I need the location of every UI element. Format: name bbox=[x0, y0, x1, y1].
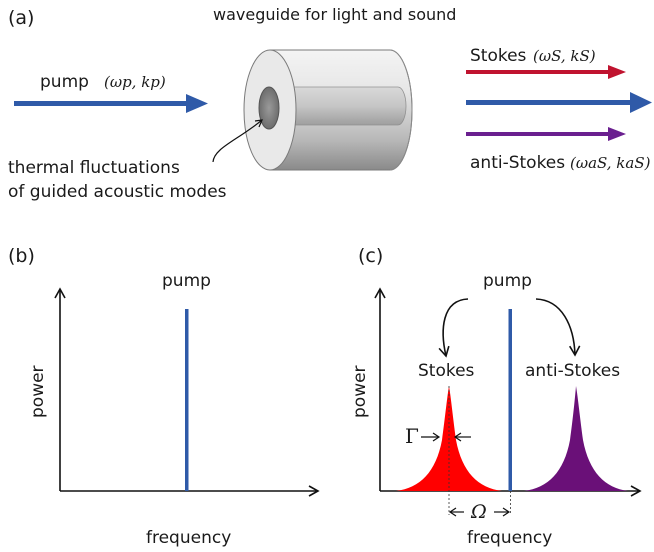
stokes-arrow bbox=[466, 65, 626, 79]
ylabel-b: power bbox=[28, 365, 48, 418]
omega-arrows bbox=[448, 507, 511, 517]
xlabel-c: frequency bbox=[467, 528, 552, 548]
waveguide-title: waveguide for light and sound bbox=[213, 5, 456, 24]
panel-a-label: (a) bbox=[8, 7, 34, 29]
stokes-math-a: (ωS, kS) bbox=[533, 47, 596, 65]
linewidth-arrows bbox=[421, 432, 471, 442]
pump-arrow bbox=[14, 94, 208, 113]
panel-b: (b) power frequency pump bbox=[8, 245, 320, 548]
antistokes-label-a: anti-Stokes bbox=[470, 153, 565, 173]
pump-label-b: pump bbox=[162, 271, 211, 291]
pump-output-arrow bbox=[466, 92, 652, 113]
pump-to-antistokes-arrow bbox=[535, 298, 581, 357]
pump-line-c bbox=[508, 309, 512, 491]
antistokes-math-a: (ωaS, kaS) bbox=[570, 154, 651, 172]
annotation-arrow bbox=[212, 119, 263, 163]
stokes-label-c: Stokes bbox=[418, 361, 475, 381]
antistokes-arrow bbox=[466, 127, 626, 141]
omega-symbol: Ω bbox=[470, 501, 487, 523]
pump-math-a: (ωp, kp) bbox=[104, 73, 166, 91]
stokes-label-a: Stokes bbox=[470, 46, 527, 66]
antistokes-peak bbox=[524, 386, 628, 491]
annotation-line-1: thermal fluctuations bbox=[8, 158, 180, 178]
xlabel-b: frequency bbox=[146, 528, 231, 548]
panel-c-label: (c) bbox=[358, 245, 383, 267]
panel-a: (a) waveguide for light and sound pump (… bbox=[8, 5, 652, 202]
panel-b-label: (b) bbox=[8, 245, 35, 267]
pump-line-b bbox=[185, 309, 189, 491]
waveguide-cylinder bbox=[243, 49, 413, 171]
panel-c: (c) power frequency pump Stokes anti-Sto… bbox=[350, 245, 642, 548]
gamma-symbol: Γ bbox=[405, 424, 419, 448]
antistokes-label-c: anti-Stokes bbox=[525, 361, 620, 381]
annotation-line-2: of guided acoustic modes bbox=[8, 182, 227, 202]
ylabel-c: power bbox=[350, 365, 370, 418]
pump-to-stokes-arrow bbox=[438, 298, 469, 358]
pump-label-a: pump bbox=[40, 72, 89, 92]
pump-label-c: pump bbox=[483, 271, 532, 291]
core-face bbox=[258, 86, 280, 130]
